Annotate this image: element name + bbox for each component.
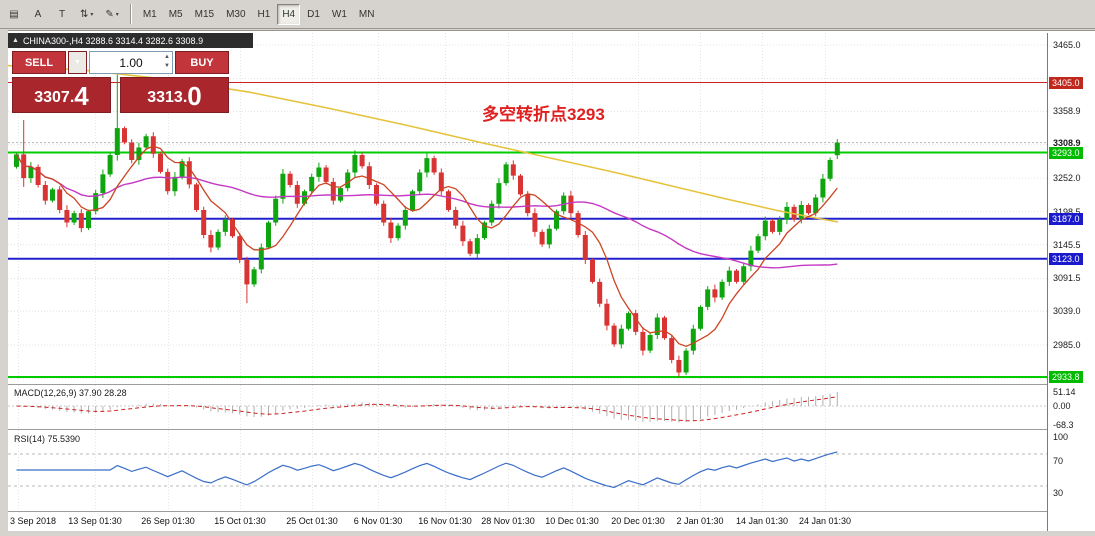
price-label: 2985.0 [1053, 340, 1081, 350]
price-label: 3465.0 [1053, 40, 1081, 50]
volume-spinner[interactable]: ▲ ▼ [164, 53, 170, 71]
sell-price-main: 3307. [34, 89, 75, 106]
cycle-lines-icon[interactable]: ⇅ ▾ [75, 3, 99, 25]
timeframe-mn-button[interactable]: MN [353, 3, 380, 25]
chevron-down-icon: ▼ [74, 59, 81, 66]
time-label: 15 Oct 01:30 [214, 516, 266, 526]
macd-scale-label: 0.00 [1053, 401, 1071, 411]
timeframes-group: M1 M5 M15 M30 H1 H4 D1 W1 MN [137, 3, 381, 25]
price-line-tag: 3123.0 [1049, 252, 1083, 265]
price-label: 3039.0 [1053, 306, 1081, 317]
toolbar-separator [129, 4, 132, 24]
price-scale-axis[interactable]: 3465.0 3358.9 3308.9 3252.0 3198.5 3145.5 3091… [1047, 33, 1095, 531]
buy-button[interactable]: BUY [175, 51, 229, 74]
time-label: 3 Sep 2018 [10, 516, 57, 526]
sell-price-display[interactable]: 3307. 4 [12, 77, 111, 113]
timeframe-m5-button[interactable]: M5 [163, 3, 188, 25]
timeframe-d1-button[interactable]: D1 [302, 3, 325, 25]
macd-values: 37.90 28.28 [79, 388, 127, 398]
timeframe-h4-button[interactable]: H4 [277, 3, 301, 25]
rsi-scale-label: 70 [1053, 456, 1064, 466]
rsi-value: 75.5390 [47, 434, 81, 444]
sell-price-pip: 4 [74, 81, 89, 111]
buy-price-display[interactable]: 3313. 0 [120, 77, 229, 113]
rsi-name: RSI(14) [14, 434, 46, 444]
collapse-panel-icon[interactable]: ▲ [12, 37, 19, 44]
macd-panel-canvas[interactable] [8, 385, 1047, 429]
volume-input[interactable]: 1.00 ▲ ▼ [89, 51, 173, 74]
time-label: 24 Jan 01:30 [798, 516, 852, 526]
time-label: 20 Dec 01:30 [611, 516, 665, 526]
buy-price-pip: 0 [187, 81, 202, 111]
timeframe-h1-button[interactable]: H1 [252, 3, 276, 25]
price-label: 3091.5 [1053, 273, 1081, 284]
more-drawings-icon[interactable]: ✎ ▾ [100, 3, 124, 25]
volume-value: 1.00 [119, 55, 143, 70]
rsi-scale-label: 100 [1053, 432, 1069, 442]
time-label: 10 Dec 01:30 [545, 516, 599, 526]
spinner-down-icon[interactable]: ▼ [164, 63, 170, 69]
price-line-tag: 2933.8 [1049, 371, 1083, 383]
price-label: 3252.0 [1053, 173, 1081, 184]
time-label: 26 Sep 01:30 [141, 516, 195, 526]
price-label: 3145.5 [1053, 239, 1081, 250]
price-line-tag: 3405.0 [1049, 76, 1083, 89]
rsi-panel-canvas[interactable] [8, 430, 1047, 511]
panel-separator[interactable] [8, 511, 1095, 512]
rsi-scale-label: 30 [1053, 488, 1064, 498]
spinner-up-icon[interactable]: ▲ [164, 54, 170, 60]
text-label-icon[interactable]: A [27, 3, 49, 25]
chart-window [8, 30, 1095, 531]
price-line-tag: 3187.0 [1049, 212, 1083, 225]
rsi-indicator-label: RSI(14) 75.5390 [14, 434, 80, 444]
macd-scale-label: -68.3 [1053, 420, 1074, 431]
time-label: 28 Nov 01:30 [481, 516, 535, 526]
timeframe-m1-button[interactable]: M1 [137, 3, 162, 25]
chart-title-text: CHINA300-,H4 3288.6 3314.4 3282.6 3308.9 [22, 35, 204, 46]
timeframe-m30-button[interactable]: M30 [221, 3, 251, 25]
toolbar: ▤ A T ⇅ ▾ ✎ ▾ M1 M5 M15 M30 H1 H4 D1 W1 MN [0, 0, 1095, 29]
time-axis[interactable]: 3 Sep 2018 13 Sep 01:30 26 Sep 01:30 15 Oct… [8, 513, 1047, 531]
time-label: 2 Jan 01:30 [676, 516, 724, 526]
timeframe-w1-button[interactable]: W1 [326, 3, 352, 25]
price-chart-canvas[interactable] [8, 33, 1047, 384]
time-label: 14 Jan 01:30 [735, 516, 789, 526]
macd-scale-label: 51.14 [1053, 386, 1076, 397]
macd-indicator-label: MACD(12,26,9) 37.90 28.28 [14, 388, 127, 398]
chart-icon[interactable]: ▤ [3, 3, 25, 25]
price-label: 3308.9 [1053, 137, 1081, 148]
panel-separator[interactable] [8, 384, 1095, 385]
chart-annotation-text: 多空转折点3293 [482, 105, 605, 124]
chart-title-bar: ▲ CHINA300-,H4 3288.6 3314.4 3282.6 3308… [8, 33, 253, 48]
buy-price-main: 3313. [147, 89, 188, 106]
text-box-icon[interactable]: T [51, 3, 73, 25]
time-label: 16 Nov 01:30 [418, 516, 472, 526]
panel-separator[interactable] [8, 429, 1095, 430]
drawing-tools-group: ▤ A T ⇅ ▾ ✎ ▾ [2, 3, 125, 25]
price-line-tag: 3293.0 [1049, 146, 1083, 159]
macd-name: MACD(12,26,9) [14, 388, 77, 398]
time-label: 25 Oct 01:30 [286, 516, 338, 526]
time-label: 6 Nov 01:30 [353, 516, 403, 526]
time-label: 13 Sep 01:30 [68, 516, 122, 526]
timeframe-m15-button[interactable]: M15 [189, 3, 220, 25]
volume-dropdown-button[interactable]: ▼ [68, 51, 87, 74]
price-label: 3358.9 [1053, 106, 1081, 117]
price-label: 3198.5 [1053, 206, 1081, 217]
sell-button[interactable]: SELL [12, 51, 66, 74]
